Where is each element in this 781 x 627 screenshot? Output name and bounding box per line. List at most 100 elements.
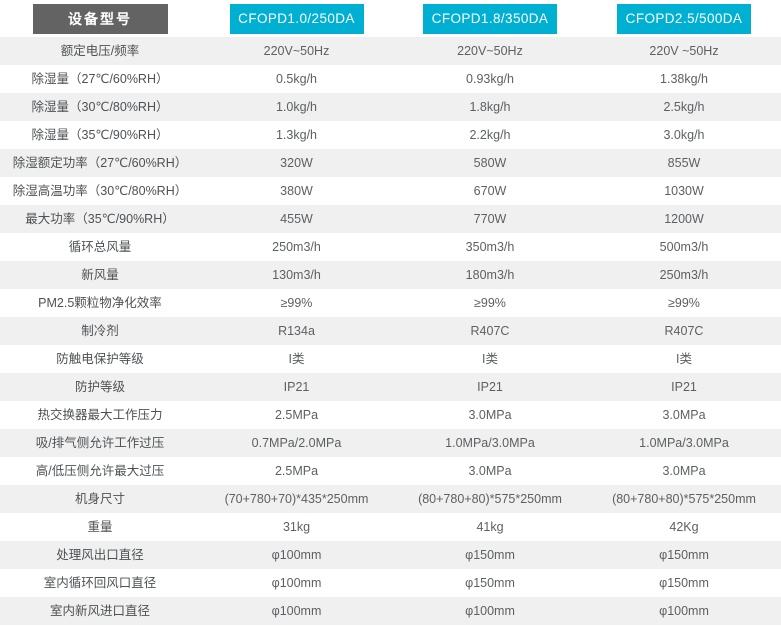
row-value-column-2: (80+780+80)*575*250mm <box>418 492 562 506</box>
row-value-column-3: 2.5kg/h <box>663 100 705 114</box>
row-label: 机身尺寸 <box>74 492 125 506</box>
row-value-column-1: 380W <box>280 184 313 198</box>
row-value-column-3: 250m3/h <box>659 268 709 282</box>
row-value-column-2: 770W <box>473 212 507 226</box>
row-label: 防护等级 <box>74 380 125 394</box>
row-value-column-2: φ150mm <box>465 576 515 590</box>
row-value-column-1: φ100mm <box>271 576 322 590</box>
table-row: 高/低压侧允许最大过压 2.5MPa 3.0MPa 3.0MPa <box>0 457 781 485</box>
row-value-column-2: 350m3/h <box>465 240 515 254</box>
row-value-column-2: 41kg <box>476 520 504 534</box>
table-row: 室内循环回风口直径 φ100mm φ150mm φ150mm <box>0 569 781 597</box>
row-value-column-1: 130m3/h <box>272 268 321 282</box>
header-label-column-1: CFOPD1.0/250DA <box>229 3 364 34</box>
table-row: 除湿量（35℃/90%RH） 1.3kg/h 2.2kg/h 3.0kg/h <box>0 121 781 149</box>
table-row: 循环总风量 250m3/h 350m3/h 500m3/h <box>0 233 781 261</box>
row-value-column-2: 180m3/h <box>465 268 515 282</box>
row-value-column-1: IP21 <box>283 380 310 394</box>
header-cell-column-3: CFOPD2.5/500DA <box>587 0 781 37</box>
table-header-row: 设备型号 CFOPD1.0/250DA CFOPD1.8/350DA CFOPD… <box>0 0 781 37</box>
row-label: 额定电压/频率 <box>60 44 140 58</box>
row-value-column-1: φ100mm <box>271 604 322 618</box>
row-value-column-1: 220V~50Hz <box>263 44 330 58</box>
row-value-column-3: I类 <box>676 352 692 366</box>
row-value-column-2: 220V~50Hz <box>457 44 523 58</box>
header-cell-model: 设备型号 <box>0 0 200 37</box>
table-row: 制冷剂 R134a R407C R407C <box>0 317 781 345</box>
row-value-column-1: φ100mm <box>271 548 322 562</box>
table-row: PM2.5颗粒物净化效率 ≥99% ≥99% ≥99% <box>0 289 781 317</box>
row-value-column-2: ≥99% <box>474 296 506 310</box>
row-label: 最大功率（35℃/90%RH） <box>25 212 175 226</box>
row-value-column-1: 2.5MPa <box>274 464 319 478</box>
table-row: 除湿额定功率（27℃/60%RH） 320W 580W 855W <box>0 149 781 177</box>
row-value-column-3: R407C <box>664 324 704 338</box>
table-body: 额定电压/频率 220V~50Hz 220V~50Hz 220V ~50Hz 除湿量（2… <box>0 37 781 625</box>
row-value-column-2: I类 <box>482 352 498 366</box>
row-label: 除湿高温功率（30℃/80%RH） <box>12 184 188 198</box>
row-value-column-2: φ150mm <box>465 548 515 562</box>
row-label: 除湿量（27℃/60%RH） <box>31 72 169 86</box>
header-label-column-3: CFOPD2.5/500DA <box>617 3 751 34</box>
row-label: 室内新风进口直径 <box>49 604 150 618</box>
row-value-column-3: 3.0MPa <box>662 408 706 422</box>
header-cell-column-2: CFOPD1.8/350DA <box>393 0 587 37</box>
row-value-column-3: 42Kg <box>669 520 699 534</box>
row-value-column-3: ≥99% <box>668 296 700 310</box>
row-value-column-2: 3.0MPa <box>468 408 512 422</box>
row-value-column-1: 455W <box>280 212 313 226</box>
header-cell-column-1: CFOPD1.0/250DA <box>200 0 393 37</box>
row-value-column-3: 1.38kg/h <box>660 72 708 86</box>
row-label: 室内循环回风口直径 <box>43 576 157 590</box>
row-value-column-2: 2.2kg/h <box>469 128 511 142</box>
row-value-column-1: (70+780+70)*435*250mm <box>224 492 369 506</box>
row-value-column-3: 3.0kg/h <box>663 128 705 142</box>
row-label: PM2.5颗粒物净化效率 <box>38 296 162 310</box>
row-value-column-2: 0.93kg/h <box>466 72 514 86</box>
row-label: 防触电保护等级 <box>56 352 144 366</box>
table-row: 机身尺寸 (70+780+70)*435*250mm (80+780+80)*575… <box>0 485 781 513</box>
header-label-column-2: CFOPD1.8/350DA <box>423 3 557 34</box>
row-value-column-3: 500m3/h <box>659 240 709 254</box>
row-value-column-1: 320W <box>280 156 313 170</box>
table-row: 新风量 130m3/h 180m3/h 250m3/h <box>0 261 781 289</box>
row-label: 重量 <box>87 520 113 534</box>
table-row: 热交换器最大工作压力 2.5MPa 3.0MPa 3.0MPa <box>0 401 781 429</box>
row-value-column-2: R407C <box>470 324 510 338</box>
table-row: 室内新风进口直径 φ100mm φ100mm φ100mm <box>0 597 781 625</box>
row-value-column-2: 670W <box>473 184 507 198</box>
row-value-column-3: 855W <box>667 156 701 170</box>
table-row: 处理风出口直径 φ100mm φ150mm φ150mm <box>0 541 781 569</box>
row-value-column-2: 1.8kg/h <box>469 100 511 114</box>
row-value-column-1: ≥99% <box>280 296 313 310</box>
row-label: 除湿量（30℃/80%RH） <box>31 100 169 114</box>
row-value-column-1: 0.5kg/h <box>275 72 317 86</box>
row-value-column-3: φ150mm <box>659 576 709 590</box>
row-value-column-1: 250m3/h <box>272 240 321 254</box>
table-row: 重量 31kg 41kg 42Kg <box>0 513 781 541</box>
row-label: 吸/排气侧允许工作过压 <box>35 436 165 450</box>
table-header: 设备型号 CFOPD1.0/250DA CFOPD1.8/350DA CFOPD… <box>0 0 781 37</box>
table-row: 吸/排气侧允许工作过压 0.7MPa/2.0MPa 1.0MPa/3.0MPa 1.0… <box>0 429 781 457</box>
row-label: 除湿额定功率（27℃/60%RH） <box>12 156 188 170</box>
row-value-column-1: R134a <box>278 324 315 338</box>
row-value-column-2: 1.0MPa/3.0MPa <box>445 436 535 450</box>
row-value-column-2: 580W <box>473 156 507 170</box>
row-value-column-3: 1030W <box>664 184 704 198</box>
row-value-column-1: 2.5MPa <box>274 408 319 422</box>
header-label-model: 设备型号 <box>32 3 168 34</box>
row-value-column-1: 31kg <box>282 520 311 534</box>
row-value-column-3: φ100mm <box>659 604 709 618</box>
table-row: 最大功率（35℃/90%RH） 455W 770W 1200W <box>0 205 781 233</box>
row-value-column-1: 1.0kg/h <box>275 100 317 114</box>
table-row: 除湿量（30℃/80%RH） 1.0kg/h 1.8kg/h 2.5kg/h <box>0 93 781 121</box>
row-value-column-3: 1.0MPa/3.0MPa <box>639 436 729 450</box>
row-value-column-2: 3.0MPa <box>468 464 512 478</box>
row-value-column-3: (80+780+80)*575*250mm <box>612 492 756 506</box>
row-value-column-3: φ150mm <box>659 548 709 562</box>
row-label: 除湿量（35℃/90%RH） <box>31 128 169 142</box>
row-value-column-3: 1200W <box>664 212 704 226</box>
table-row: 防触电保护等级 I类 I类 I类 <box>0 345 781 373</box>
row-label: 热交换器最大工作压力 <box>37 408 163 422</box>
row-label: 新风量 <box>81 268 119 282</box>
